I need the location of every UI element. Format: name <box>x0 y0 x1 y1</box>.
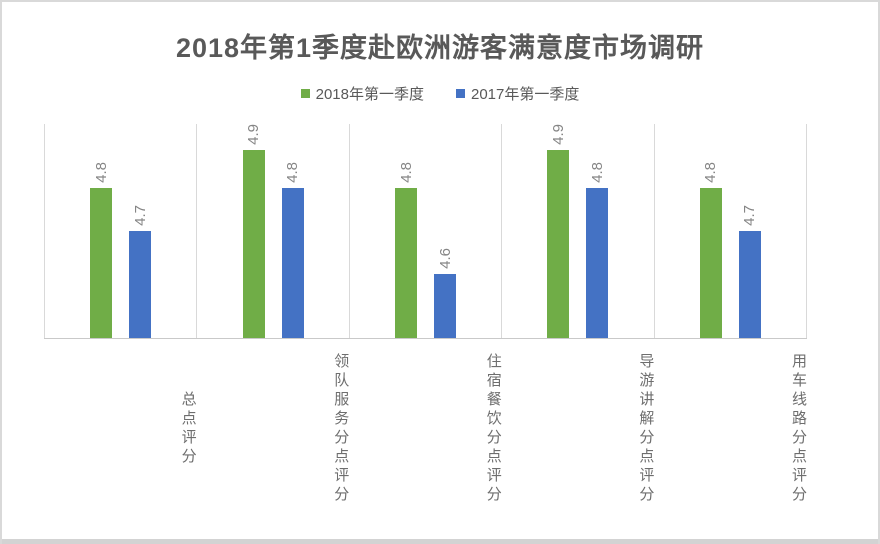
category-panel: 4.8 4.7 <box>655 124 808 338</box>
data-label: 4.8 <box>284 162 302 184</box>
bar-column: 4.8 <box>281 124 304 338</box>
legend-item-2017: 2017年第一季度 <box>456 83 579 104</box>
bar-column: 4.8 <box>395 124 418 338</box>
category-label: 导游讲解分点评分 <box>637 353 655 505</box>
bar-column: 4.9 <box>547 124 570 338</box>
bar-2018 <box>699 188 722 338</box>
category-label: 总点评分 <box>179 391 197 467</box>
legend-label: 2017年第一季度 <box>471 85 580 103</box>
bar-2017 <box>738 231 761 338</box>
plot-area: 4.8 4.7 4.9 4.8 4.8 4.6 4.9 4.8 4.8 4.7 <box>44 124 808 339</box>
data-label: 4.9 <box>245 124 263 145</box>
legend-item-2018: 2018年第一季度 <box>300 83 424 104</box>
chart-bottom-edge <box>2 539 878 544</box>
bar-2017 <box>129 231 152 338</box>
data-label: 4.8 <box>92 162 110 184</box>
bar-column: 4.8 <box>90 124 113 338</box>
legend-swatch-icon <box>300 88 310 98</box>
data-label: 4.6 <box>436 247 454 269</box>
category-panel: 4.9 4.8 <box>502 124 655 338</box>
data-label: 4.7 <box>741 205 759 226</box>
legend-swatch-icon <box>456 88 465 98</box>
bar-column: 4.8 <box>586 124 609 338</box>
bar-column: 4.7 <box>129 124 152 338</box>
bar-2018 <box>242 149 265 338</box>
bar-2017 <box>586 188 609 338</box>
bar-column: 4.7 <box>738 124 761 338</box>
data-label: 4.8 <box>588 162 606 184</box>
category-axis: 总点评分 领队服务分点评分 住宿餐饮分点评分 导游讲解分点评分 用车线路分点评分 <box>44 353 807 505</box>
category-panel: 4.8 4.7 <box>44 124 198 338</box>
bar-column: 4.6 <box>434 124 457 338</box>
category-label: 领队服务分点评分 <box>332 353 350 505</box>
bar-2017 <box>434 273 457 338</box>
category-label: 用车线路分点评分 <box>789 353 807 505</box>
legend-label: 2018年第一季度 <box>315 85 424 103</box>
category-panel: 4.8 4.6 <box>350 124 503 338</box>
bar-column: 4.9 <box>242 124 265 338</box>
bar-2018 <box>90 188 113 338</box>
legend: 2018年第一季度 2017年第一季度 <box>2 83 878 103</box>
bar-column: 4.8 <box>699 124 722 338</box>
data-label: 4.8 <box>702 162 720 184</box>
bar-2017 <box>281 188 304 338</box>
category-label: 住宿餐饮分点评分 <box>484 353 502 505</box>
bar-2018 <box>547 149 570 338</box>
category-panel: 4.9 4.8 <box>197 124 350 338</box>
data-label: 4.9 <box>549 124 567 145</box>
chart-title: 2018年第1季度赴欧洲游客满意度市场调研 <box>175 33 705 63</box>
data-label: 4.7 <box>131 205 149 226</box>
bar-2018 <box>395 188 418 338</box>
data-label: 4.8 <box>397 162 415 184</box>
